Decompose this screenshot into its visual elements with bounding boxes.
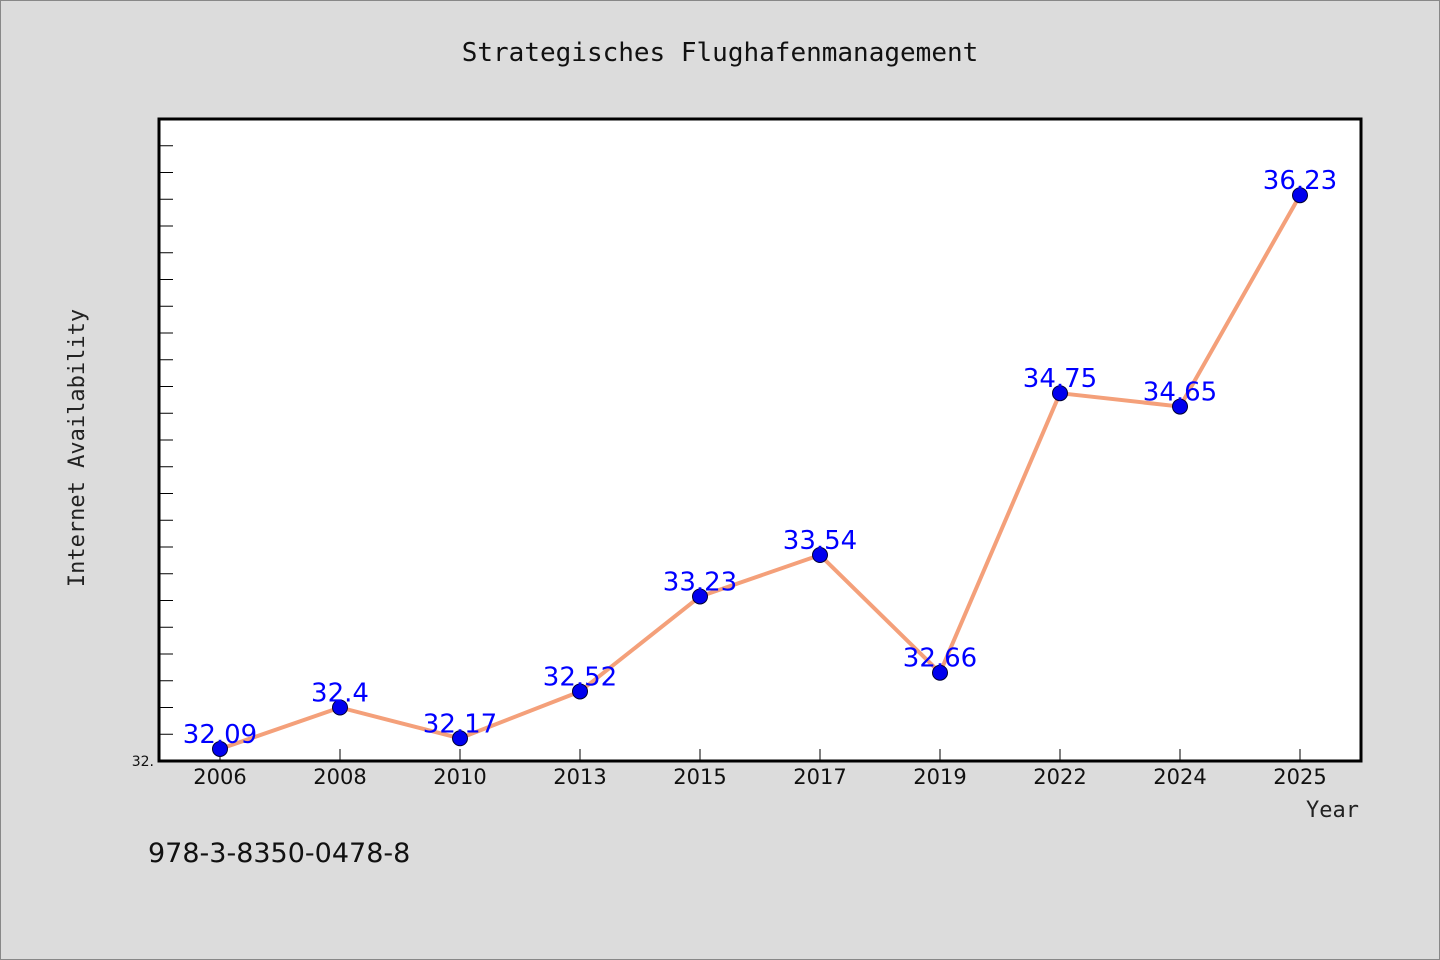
data-point xyxy=(692,588,708,605)
x-tick-label: 2017 xyxy=(793,765,846,789)
chart-title: Strategisches Flughafenmanagement xyxy=(462,38,979,68)
x-tick-label: 2010 xyxy=(433,765,486,789)
data-label: 32.09 xyxy=(183,720,257,750)
data-point xyxy=(1292,187,1308,204)
plot-area xyxy=(159,119,1361,761)
data-label: 32.52 xyxy=(543,662,617,692)
x-axis-title: Year xyxy=(1306,798,1359,823)
data-label: 32.17 xyxy=(423,709,497,739)
data-label: 34.75 xyxy=(1023,364,1097,394)
data-point xyxy=(332,699,348,716)
y-minor-ticks xyxy=(159,118,173,762)
data-label: 32.4 xyxy=(311,679,369,709)
data-point xyxy=(572,683,588,700)
x-tick-label: 2022 xyxy=(1033,765,1086,789)
data-point xyxy=(212,740,228,757)
series-line xyxy=(218,193,1302,751)
x-tick-label: 2024 xyxy=(1153,765,1206,789)
data-label: 33.54 xyxy=(783,526,857,556)
data-label: 33.23 xyxy=(663,567,737,597)
data-labels: 32.09 32.4 32.17 32.52 33.23 33.54 32.66 34.75 3… xyxy=(183,166,1337,750)
data-label: 32.66 xyxy=(903,644,977,674)
y-tick-labels: 32. xyxy=(132,754,154,770)
x-tick-label: 2025 xyxy=(1273,765,1326,789)
plot-border xyxy=(157,117,1363,763)
data-point xyxy=(932,664,948,681)
data-point xyxy=(1052,385,1068,402)
data-markers xyxy=(212,187,1308,757)
footer-isbn: 978-3-8350-0478-8 xyxy=(148,838,410,869)
y-axis-title: Internet Availability xyxy=(65,309,90,587)
x-tick-label: 2008 xyxy=(313,765,366,789)
x-ticks xyxy=(219,749,1301,761)
data-point xyxy=(452,730,468,747)
data-point xyxy=(1172,398,1188,415)
data-label: 34.65 xyxy=(1143,378,1217,408)
y-tick-label: 32. xyxy=(132,754,154,770)
x-tick-labels: 2006 2008 2010 2013 2015 2017 2019 2022 2024 2025 xyxy=(193,765,1326,789)
x-tick-label: 2006 xyxy=(193,765,246,789)
data-point xyxy=(812,547,828,564)
x-tick-label: 2013 xyxy=(553,765,606,789)
data-label: 36.23 xyxy=(1263,166,1337,196)
x-tick-label: 2015 xyxy=(673,765,726,789)
x-tick-label: 2019 xyxy=(913,765,966,789)
